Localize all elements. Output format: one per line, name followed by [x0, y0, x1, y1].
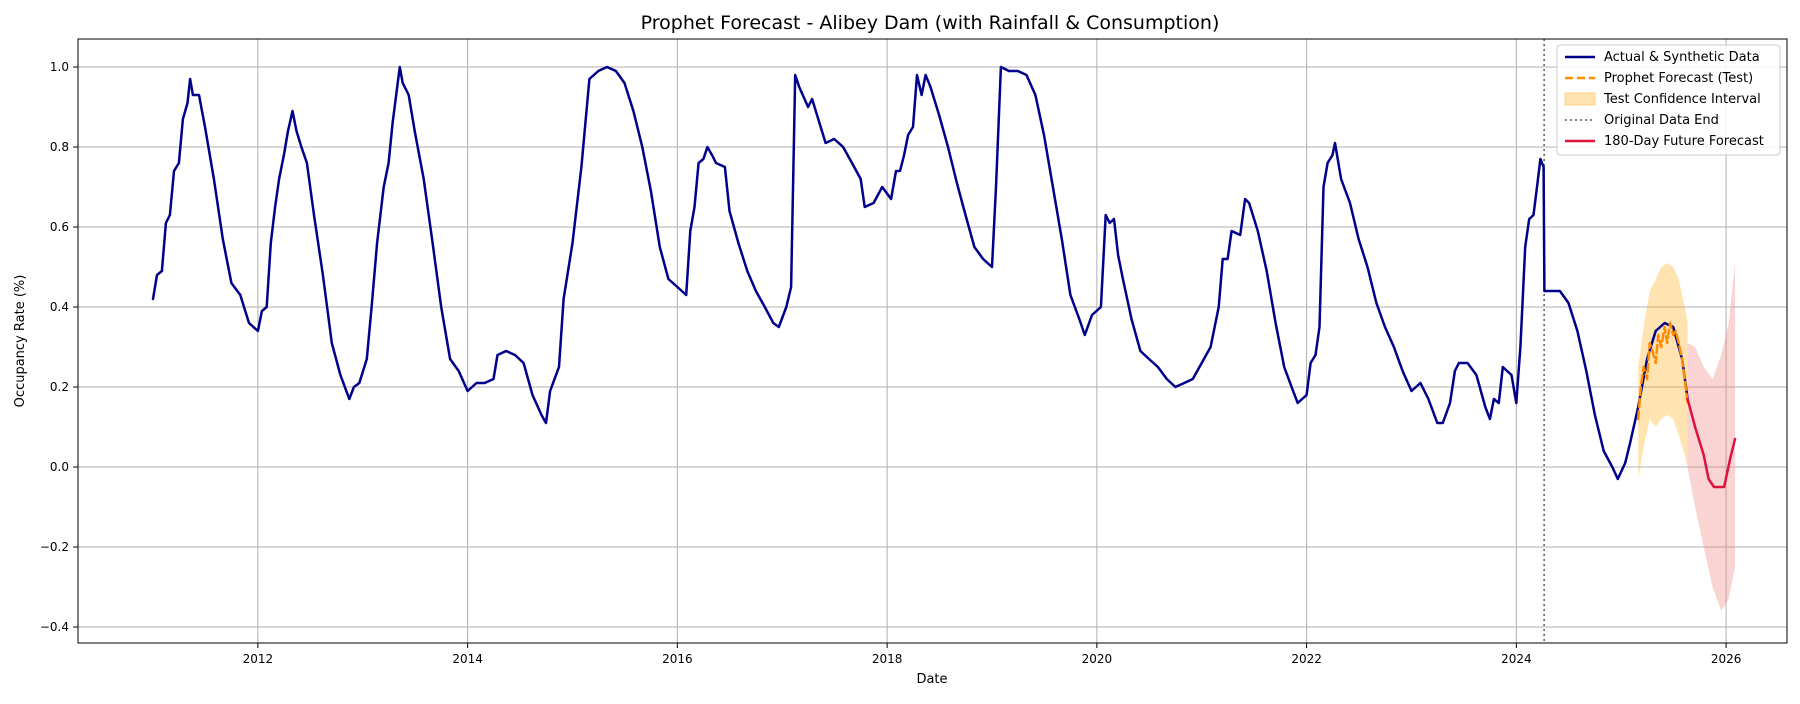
- y-tick-label: 0.8: [50, 140, 69, 154]
- legend-label-test-ci: Test Confidence Interval: [1603, 92, 1761, 107]
- x-tick-label: 2018: [872, 652, 903, 666]
- y-tick-label: −0.4: [40, 620, 69, 634]
- x-tick-label: 2026: [1711, 652, 1742, 666]
- legend-label-actual: Actual & Synthetic Data: [1604, 50, 1760, 65]
- x-tick-label: 2022: [1291, 652, 1322, 666]
- x-tick-label: 2016: [662, 652, 693, 666]
- x-tick-label: 2014: [452, 652, 483, 666]
- axis-ticks: 2012 2014 2016 2018 2020 2022 2024 2026 −0.4 −0.2…: [40, 60, 1742, 666]
- series-lines: [151, 65, 1737, 489]
- y-tick-label: 0.6: [50, 220, 69, 234]
- legend-label-future: 180-Day Future Forecast: [1604, 134, 1764, 149]
- future-forecast-band: [1687, 263, 1735, 611]
- test-confidence-band: [1638, 263, 1688, 479]
- chart-title: Prophet Forecast - Alibey Dam (with Rain…: [641, 12, 1220, 34]
- legend: Actual & Synthetic Data Prophet Forecast…: [1556, 44, 1781, 156]
- x-tick-label: 2020: [1082, 652, 1113, 666]
- confidence-bands: [1638, 263, 1735, 611]
- future-forecast-line: [1686, 397, 1737, 489]
- plot-frame: [77, 38, 1788, 644]
- y-tick-label: −0.2: [40, 540, 69, 554]
- grid: [78, 39, 1787, 643]
- y-tick-label: 1.0: [50, 60, 69, 74]
- legend-swatch-test-ci: [1564, 92, 1596, 106]
- x-axis-label: Date: [916, 672, 947, 687]
- prophet-forecast-test-line: [1636, 321, 1689, 421]
- y-tick-label: 0.2: [50, 380, 69, 394]
- y-axis-label: Occupancy Rate (%): [13, 275, 28, 408]
- y-tick-label: 0.4: [50, 300, 69, 314]
- x-tick-label: 2024: [1501, 652, 1532, 666]
- y-tick-label: 0.0: [50, 460, 69, 474]
- legend-label-forecast-test: Prophet Forecast (Test): [1604, 71, 1753, 86]
- x-tick-label: 2012: [243, 652, 274, 666]
- legend-label-original-end: Original Data End: [1604, 113, 1719, 128]
- legend-box: [1556, 44, 1781, 156]
- actual-synthetic-line: [151, 65, 1689, 481]
